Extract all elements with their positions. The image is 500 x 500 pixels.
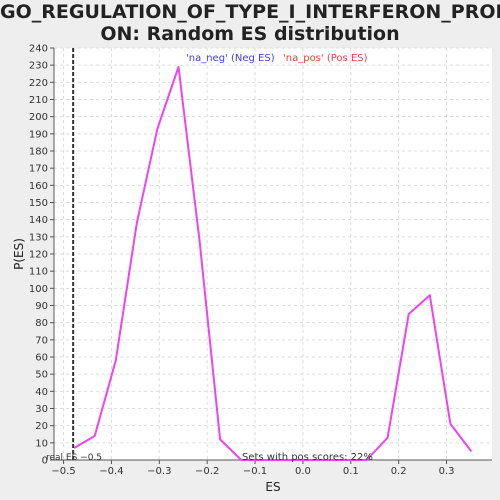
y-tick-label: 130 bbox=[29, 232, 48, 243]
x-tick-label: −0.5 bbox=[51, 466, 75, 477]
x-tick-label: −0.3 bbox=[147, 466, 171, 477]
y-tick-label: 40 bbox=[35, 387, 48, 398]
pos-scores-annotation: Sets with pos scores: 22% bbox=[242, 452, 373, 463]
y-tick-label: 160 bbox=[29, 181, 48, 192]
x-tick-label: 0.0 bbox=[295, 466, 311, 477]
y-tick-label: 20 bbox=[35, 421, 48, 432]
y-tick-label: 90 bbox=[35, 301, 48, 312]
legend-pos-entry: 'na_pos' (Pos ES) bbox=[283, 53, 368, 64]
y-tick-label: 110 bbox=[29, 267, 48, 278]
y-tick-label: 80 bbox=[35, 318, 48, 329]
y-tick-label: 190 bbox=[29, 129, 48, 140]
x-tick-label: 0.2 bbox=[391, 466, 407, 477]
y-tick-label: 0 bbox=[42, 456, 48, 467]
y-tick-label: 230 bbox=[29, 61, 48, 72]
grid-lines bbox=[54, 47, 492, 461]
y-axis-label: P(ES) bbox=[12, 238, 26, 270]
chart-title: GO_REGULATION_OF_TYPE_I_INTERFERON_PRODU… bbox=[0, 1, 500, 45]
y-tick-label: 170 bbox=[29, 164, 48, 175]
series-layer bbox=[73, 65, 473, 461]
y-tick-label: 70 bbox=[35, 335, 48, 346]
chart-title-line1: GO_REGULATION_OF_TYPE_I_INTERFERON_PRODU… bbox=[0, 1, 500, 23]
y-tick-label: 240 bbox=[29, 44, 48, 55]
x-tick-label: −0.1 bbox=[243, 466, 267, 477]
y-tick-label: 180 bbox=[29, 147, 48, 158]
y-tick-label: 50 bbox=[35, 370, 48, 381]
x-tick-label: −0.4 bbox=[99, 466, 123, 477]
y-tick-label: 100 bbox=[29, 284, 48, 295]
x-tick-label: −0.2 bbox=[195, 466, 219, 477]
y-axis-ticks: 0 10 20 30 40 50 60 70 80 90 100 110 120 130 140 150 160… bbox=[29, 44, 54, 467]
real-es-annotation: real ES −0.5 bbox=[46, 453, 102, 463]
x-tick-label: 0.1 bbox=[343, 466, 359, 477]
y-tick-label: 120 bbox=[29, 250, 48, 261]
chart-title-line2: ON: Random ES distribution bbox=[100, 23, 400, 45]
y-tick-label: 140 bbox=[29, 215, 48, 226]
y-tick-label: 60 bbox=[35, 353, 48, 364]
series-line bbox=[73, 65, 473, 461]
y-tick-label: 10 bbox=[35, 438, 48, 449]
y-tick-label: 210 bbox=[29, 95, 48, 106]
y-tick-label: 30 bbox=[35, 404, 48, 415]
x-axis-ticks: −0.5 −0.4 −0.3 −0.2 −0.1 0.0 0.1 0.2 0.3 bbox=[51, 460, 454, 477]
y-tick-label: 150 bbox=[29, 198, 48, 209]
legend-neg-entry: 'na_neg' (Neg ES) bbox=[186, 53, 275, 64]
x-axis-label: ES bbox=[265, 480, 280, 494]
y-tick-label: 200 bbox=[29, 112, 48, 123]
x-tick-label: 0.3 bbox=[439, 466, 455, 477]
y-tick-label: 220 bbox=[29, 78, 48, 89]
